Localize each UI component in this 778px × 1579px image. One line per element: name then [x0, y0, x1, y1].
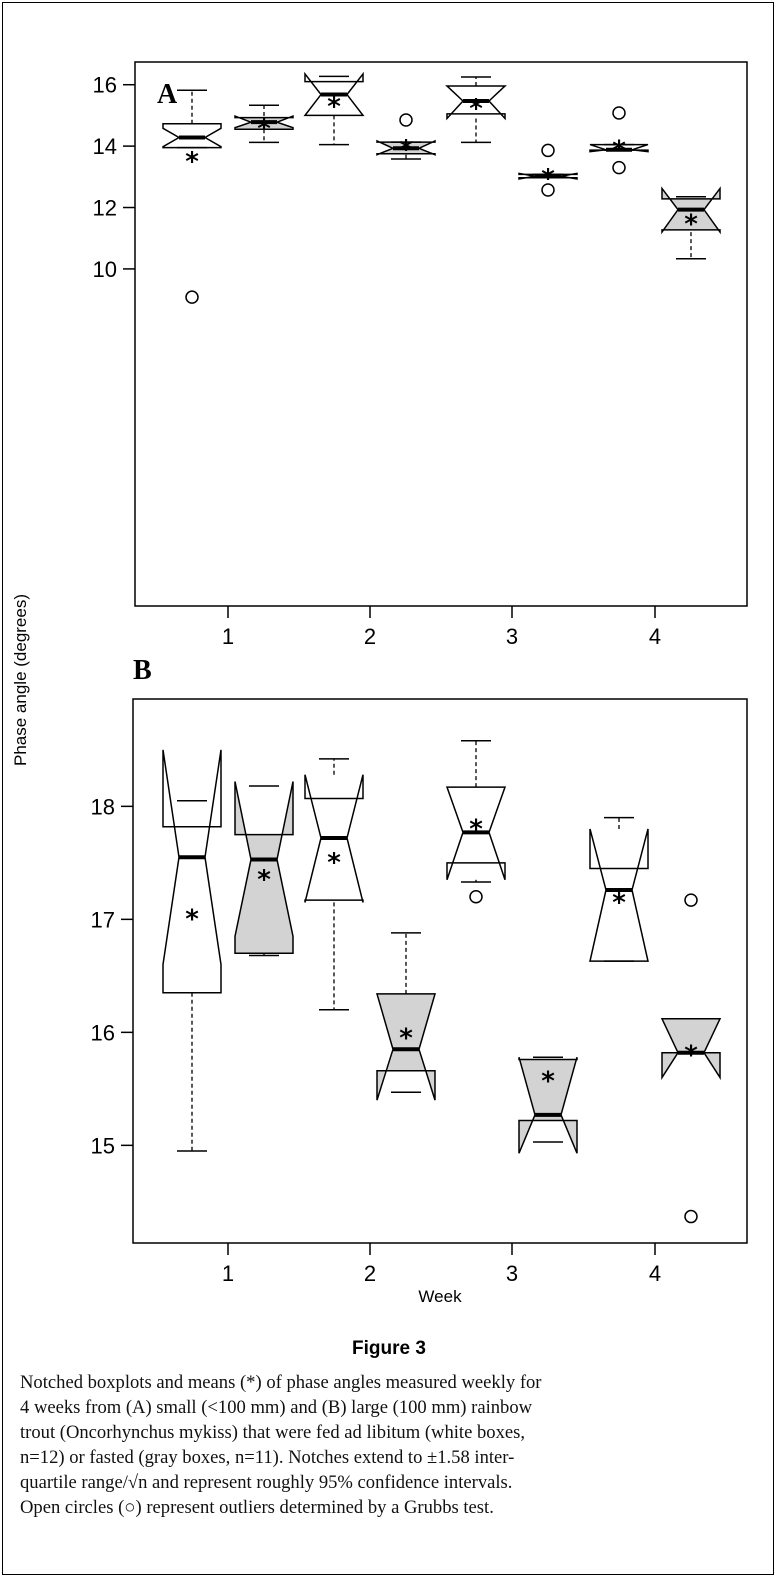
x-tick-label: 4 [649, 624, 661, 649]
caption-line: 4 weeks from (A) small (<100 mm) and (B)… [20, 1397, 533, 1418]
box-week1-fasted: * [234, 781, 294, 957]
outlier-point [399, 113, 413, 127]
notched-box [376, 993, 436, 1101]
mean-marker: * [327, 848, 341, 878]
notched-box [589, 828, 649, 962]
box-week1-fed: * [162, 89, 222, 304]
mean-marker: * [185, 905, 199, 935]
box-week2-fasted: * [376, 113, 436, 165]
x-tick-label: 1 [222, 1261, 234, 1286]
y-tick-label: 15 [91, 1133, 115, 1158]
caption-line: n=12) or fasted (gray boxes, n=11). Notc… [20, 1447, 515, 1468]
panel-b-label: B [133, 655, 152, 686]
y-tick-label: 16 [91, 1020, 115, 1045]
mean-marker: * [684, 1040, 698, 1070]
mean-marker: * [399, 1023, 413, 1053]
panel-b-plot-area [132, 698, 748, 1244]
notched-box [660, 1018, 722, 1081]
y-tick-label: 12 [93, 196, 117, 221]
notched-box [234, 781, 294, 954]
box-week2-fed: * [304, 758, 364, 1011]
y-tick-label: 14 [93, 134, 117, 159]
x-tick-label: 1 [222, 624, 234, 649]
y-axis-label: Phase angle (degrees) [11, 594, 30, 766]
y-tick-label: 10 [93, 257, 117, 282]
mean-marker: * [469, 94, 483, 124]
outlier-point [185, 290, 199, 304]
mean-marker: * [257, 865, 271, 895]
box-week3-fasted: * [518, 143, 578, 197]
x-tick-label: 3 [506, 1261, 518, 1286]
box-week3-fed: * [445, 76, 507, 144]
x-axis-label: Week [418, 1287, 462, 1306]
outlier-point [612, 106, 626, 120]
outlier-point [469, 890, 483, 904]
panel-b: B 15 16 17 18 1 2 3 4 * * * * * * * * [91, 655, 748, 1286]
mean-marker: * [327, 92, 341, 122]
mean-marker: * [612, 136, 626, 166]
x-tick-label: 3 [506, 624, 518, 649]
x-tick-label: 4 [649, 1261, 661, 1286]
outlier-point [541, 183, 555, 197]
outlier-point [541, 143, 555, 158]
box-week1-fed: * [162, 749, 222, 1152]
x-tick-label: 2 [364, 1261, 376, 1286]
box-week4-fasted: * [661, 186, 721, 260]
box-week4-fasted: * [660, 893, 722, 1224]
caption-line: Open circles (○) represent outliers dete… [20, 1497, 494, 1518]
box-week2-fed: * [303, 71, 365, 146]
box-week1-fasted: * [234, 104, 294, 144]
box-week4-fed: * [589, 816, 649, 962]
caption-line: quartile range/√n and represent roughly … [20, 1472, 513, 1493]
caption-line: trout (Oncorhynchus mykiss) that were fe… [20, 1422, 526, 1443]
outlier-point [684, 1209, 698, 1224]
notched-box [518, 1057, 578, 1154]
mean-marker: * [541, 1066, 555, 1096]
mean-marker: * [612, 888, 626, 918]
caption-line: Notched boxplots and means (*) of phase … [20, 1372, 542, 1393]
box-week2-fasted: * [376, 932, 436, 1101]
mean-marker: * [399, 135, 413, 165]
mean-marker: * [185, 147, 199, 177]
y-tick-label: 16 [93, 73, 117, 98]
mean-marker: * [257, 114, 271, 144]
y-tick-label: 17 [91, 907, 115, 932]
caption-title: Figure 3 [352, 1338, 426, 1359]
outlier-point [612, 160, 626, 175]
box-week4-fed: * [589, 106, 649, 175]
mean-marker: * [469, 814, 483, 844]
box-week3-fasted: * [518, 1056, 578, 1154]
mean-marker: * [541, 164, 555, 194]
notched-box [162, 749, 222, 994]
outlier-point [684, 893, 698, 907]
x-tick-label: 2 [364, 624, 376, 649]
y-tick-label: 18 [91, 794, 115, 819]
box-week3-fed: * [445, 740, 507, 904]
panel-a-plot-area [134, 61, 748, 607]
panel-a-label: A [157, 79, 178, 110]
mean-marker: * [684, 209, 698, 239]
figure-caption: Notched boxplots and means (*) of phase … [20, 1370, 762, 1520]
